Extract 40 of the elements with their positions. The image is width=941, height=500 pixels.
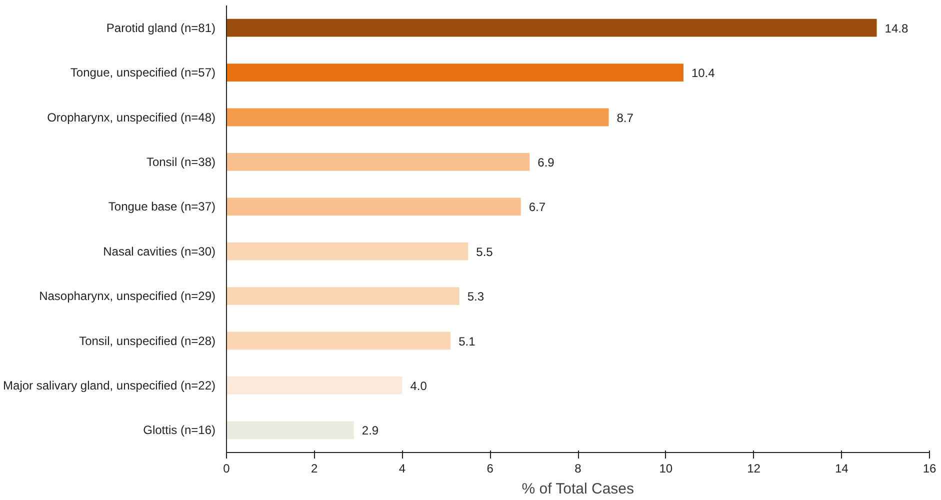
x-tick-label: 14: [834, 462, 849, 476]
x-tick-label: 2: [311, 462, 318, 476]
data-label: 2.9: [362, 424, 379, 438]
y-tick-label: Glottis (n=16): [143, 423, 216, 438]
y-tick-label: Parotid gland (n=81): [106, 20, 216, 35]
bar: [226, 153, 530, 171]
x-tick-label: 8: [574, 462, 582, 476]
x-tick-label: 0: [223, 462, 230, 476]
x-axis-title: % of Total Cases: [522, 480, 634, 498]
y-tick-label: Oropharynx, unspecified (n=48): [47, 110, 216, 124]
x-tick-label: 10: [659, 462, 673, 476]
data-label: 6.9: [538, 155, 555, 170]
y-tick-label: Nasal cavities (n=30): [103, 244, 216, 258]
y-tick-label: Major salivary gland, unspecified (n=22): [3, 378, 216, 392]
bar: [226, 18, 877, 37]
x-tick-label: 4: [398, 462, 406, 476]
data-label: 5.5: [476, 244, 494, 259]
data-label: 5.1: [458, 334, 476, 348]
bar: [226, 421, 354, 440]
data-label: 5.3: [467, 290, 484, 304]
y-tick-label: Tongue base (n=37): [108, 200, 216, 214]
data-label: 6.7: [528, 200, 546, 214]
bar: [226, 108, 609, 126]
data-label: 14.8: [884, 21, 908, 36]
bar: [226, 287, 460, 305]
bar: [226, 332, 451, 350]
y-tick-label: Nasopharynx, unspecified (n=29): [39, 289, 216, 304]
data-label: 8.7: [616, 110, 634, 125]
x-tick-label: 16: [922, 462, 936, 476]
bar: [226, 64, 684, 82]
bar: [226, 198, 521, 216]
y-tick-label: Tongue, unspecified (n=57): [70, 66, 216, 80]
data-label: 4.0: [410, 378, 428, 393]
y-tick-label: Tonsil (n=38): [146, 154, 216, 169]
bar: [226, 376, 402, 394]
data-label: 10.4: [691, 66, 716, 80]
x-tick-label: 6: [486, 462, 494, 476]
bar: [226, 242, 468, 260]
x-tick-label: 12: [747, 462, 761, 476]
y-tick-label: Tonsil, unspecified (n=28): [79, 334, 216, 348]
